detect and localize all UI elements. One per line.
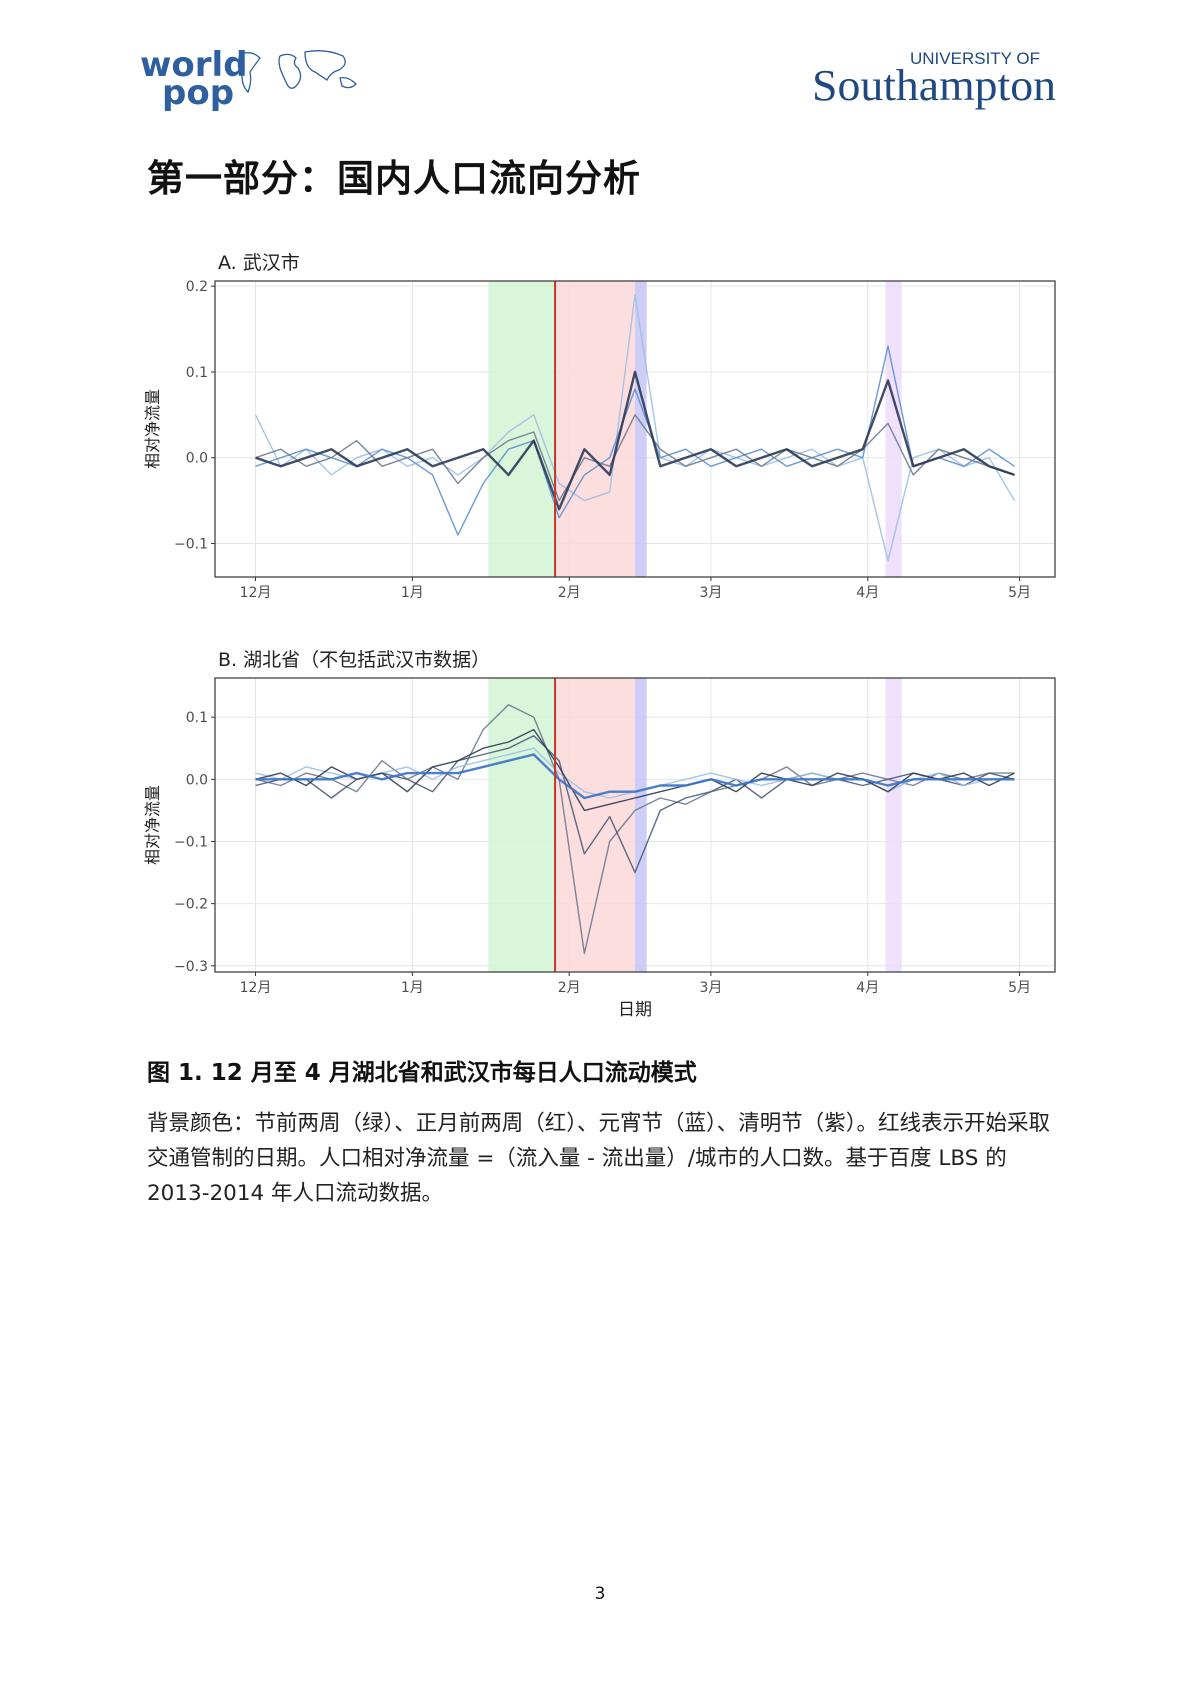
y-tick-label: 0.0	[186, 451, 208, 467]
series-line	[255, 370, 1015, 511]
period-band	[488, 678, 555, 972]
x-tick-label: 1月	[401, 585, 424, 601]
logo-text: UNIVERSITY OF	[910, 50, 1040, 68]
x-tick-label: 4月	[856, 585, 879, 601]
x-tick-label: 3月	[699, 585, 722, 601]
x-tick-label: 1月	[401, 980, 424, 996]
x-axis-label: 日期	[618, 1000, 652, 1020]
worldpop-logo: world pop	[140, 46, 357, 112]
x-tick-label: 3月	[699, 980, 722, 996]
y-tick-label: 0.1	[186, 365, 208, 381]
period-band	[635, 678, 647, 972]
logo-text: Southampton	[812, 61, 1056, 110]
y-tick-label: 0.1	[186, 710, 208, 726]
x-tick-label: 2月	[558, 585, 581, 601]
logo-text: world	[140, 46, 248, 85]
series-line	[255, 345, 1015, 536]
figure-caption-body: 背景颜色：节前两周（绿）、正月前两周（红）、元宵节（蓝）、清明节（紫）。红线表示…	[147, 1111, 1051, 1206]
figure-caption-title: 图 1. 12 月至 4 月湖北省和武汉市每日人口流动模式	[147, 1060, 697, 1086]
page-number: 3	[594, 1584, 606, 1604]
plot-border	[214, 677, 1056, 973]
period-band	[635, 281, 647, 577]
y-tick-label: −0.1	[174, 537, 208, 553]
x-tick-label: 5月	[1008, 585, 1031, 601]
logo-text: pop	[162, 73, 234, 112]
x-tick-label: 2月	[558, 980, 581, 996]
southampton-logo: UNIVERSITY OF Southampton	[812, 50, 1056, 110]
x-tick-label: 12月	[240, 980, 272, 996]
heading: 第一部分：国内人口流向分析	[147, 157, 641, 200]
plot-border	[214, 280, 1056, 578]
y-axis-label: 相对净流量	[143, 389, 162, 469]
x-tick-label: 12月	[240, 585, 272, 601]
y-tick-label: −0.2	[174, 897, 208, 913]
y-tick-label: 0.2	[186, 279, 208, 295]
period-band	[885, 678, 902, 972]
y-tick-label: 0.0	[186, 772, 208, 788]
x-tick-label: 4月	[856, 980, 879, 996]
world-outline	[237, 50, 357, 94]
y-axis-label: 相对净流量	[143, 785, 162, 865]
series-line	[255, 728, 1015, 812]
period-band	[885, 281, 902, 577]
period-band	[554, 678, 635, 972]
y-tick-label: −0.3	[174, 959, 208, 975]
chart-title: A. 武汉市	[218, 252, 300, 274]
series-line	[255, 414, 1015, 502]
chart-title: B. 湖北省（不包括武汉市数据）	[218, 649, 490, 671]
period-band	[488, 281, 555, 577]
period-band	[554, 281, 635, 577]
series-line	[255, 753, 1015, 800]
x-tick-label: 5月	[1008, 980, 1031, 996]
y-tick-label: −0.1	[174, 834, 208, 850]
